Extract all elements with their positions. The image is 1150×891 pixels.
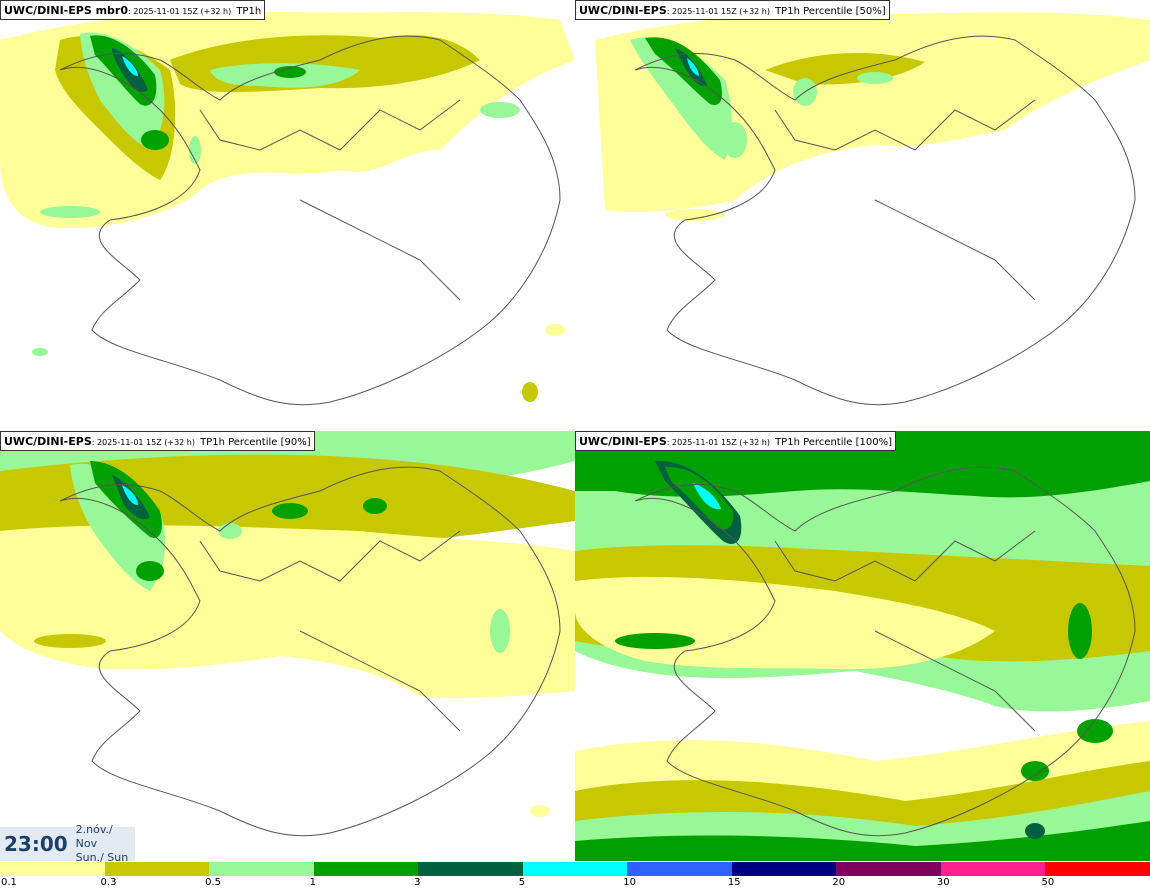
colorbar-segment xyxy=(731,862,837,876)
model-name: UWC/DINI-EPS xyxy=(579,435,667,448)
colorbar-label: 5 xyxy=(518,877,526,888)
valid-date-block: 2.nóv./ Nov Sun./ Sun xyxy=(76,823,135,865)
field-name: TP1h Percentile [50%] xyxy=(775,6,886,17)
coastline xyxy=(634,35,1136,406)
panel-title: UWC/DINI-EPS: 2025-11-01 15Z (+32 h) TP1… xyxy=(575,431,897,451)
model-name: UWC/DINI-EPS xyxy=(4,435,92,448)
model-name: UWC/DINI-EPS mbr0 xyxy=(4,4,128,17)
colorbar-segment xyxy=(209,862,314,876)
coastline xyxy=(59,35,561,406)
map-panel-p90: UWC/DINI-EPS: 2025-11-01 15Z (+32 h) TP1… xyxy=(0,431,575,861)
precip-map-p90 xyxy=(0,431,575,837)
colorbar-segment xyxy=(1045,862,1150,876)
precip-contours xyxy=(0,11,575,402)
precip-map-p100 xyxy=(575,431,1150,861)
precip-map-p50 xyxy=(595,12,1150,406)
valid-time-box: 23:00 2.nóv./ Nov Sun./ Sun xyxy=(0,823,135,864)
colorbar-segment xyxy=(418,862,523,876)
precip-contours xyxy=(575,431,1150,861)
field-name: TP1h Percentile [100%] xyxy=(775,437,893,448)
coastline xyxy=(59,466,561,837)
colorbar-label: 3 xyxy=(414,877,421,888)
run-time: 2025-11-01 15Z (+32 h) xyxy=(672,7,770,16)
valid-time: 23:00 xyxy=(4,832,68,856)
panel-title: UWC/DINI-EPS mbr0: 2025-11-01 15Z (+32 h… xyxy=(0,0,266,20)
colorbar-label: 30 xyxy=(936,877,950,888)
run-time: 2025-11-01 15Z (+32 h) xyxy=(672,438,770,447)
run-time: 2025-11-01 15Z (+32 h) xyxy=(133,7,232,16)
colorbar-label: 0.3 xyxy=(100,877,117,888)
colorbar-segment xyxy=(0,862,105,876)
colorbar-segment xyxy=(836,862,941,876)
colorbar-label: 0.5 xyxy=(205,877,221,888)
colorbar-segment xyxy=(940,862,1046,876)
colorbar-segment xyxy=(104,862,210,876)
colorbar-label: 0.1 xyxy=(1,877,17,888)
model-name: UWC/DINI-EPS xyxy=(579,4,667,17)
field-name: TP1h xyxy=(236,6,262,17)
map-panel-mbr0: UWC/DINI-EPS mbr0: 2025-11-01 15Z (+32 h… xyxy=(0,0,575,430)
colorbar-label: 20 xyxy=(832,877,846,888)
valid-day: Sun./ Sun xyxy=(75,851,129,864)
colorbar-segment xyxy=(522,862,628,876)
colorbar-label: 15 xyxy=(727,877,741,888)
colorbar xyxy=(0,862,1150,876)
colorbar-label: 1 xyxy=(309,877,316,888)
precip-contours xyxy=(595,12,1150,221)
run-time: 2025-11-01 15Z (+32 h) xyxy=(97,438,195,447)
colorbar-labels: 0.1 0.3 0.5 1 3 5 10 15 20 30 50 xyxy=(0,876,1150,891)
map-panel-p50: UWC/DINI-EPS: 2025-11-01 15Z (+32 h) TP1… xyxy=(575,0,1150,430)
colorbar-segment xyxy=(627,862,732,876)
colorbar-label: 50 xyxy=(1041,877,1055,888)
colorbar-segment xyxy=(313,862,419,876)
colorbar-label: 10 xyxy=(623,877,636,888)
precip-map-mbr0 xyxy=(0,11,575,406)
panel-title: UWC/DINI-EPS: 2025-11-01 15Z (+32 h) TP1… xyxy=(575,0,890,20)
map-panel-p100: UWC/DINI-EPS: 2025-11-01 15Z (+32 h) TP1… xyxy=(575,431,1150,861)
field-name: TP1h Percentile [90%] xyxy=(200,437,311,448)
panel-title: UWC/DINI-EPS: 2025-11-01 15Z (+32 h) TP1… xyxy=(0,431,315,451)
valid-date: 2.nóv./ Nov xyxy=(75,823,113,850)
coastline xyxy=(634,466,1136,837)
precip-contours xyxy=(0,431,575,817)
